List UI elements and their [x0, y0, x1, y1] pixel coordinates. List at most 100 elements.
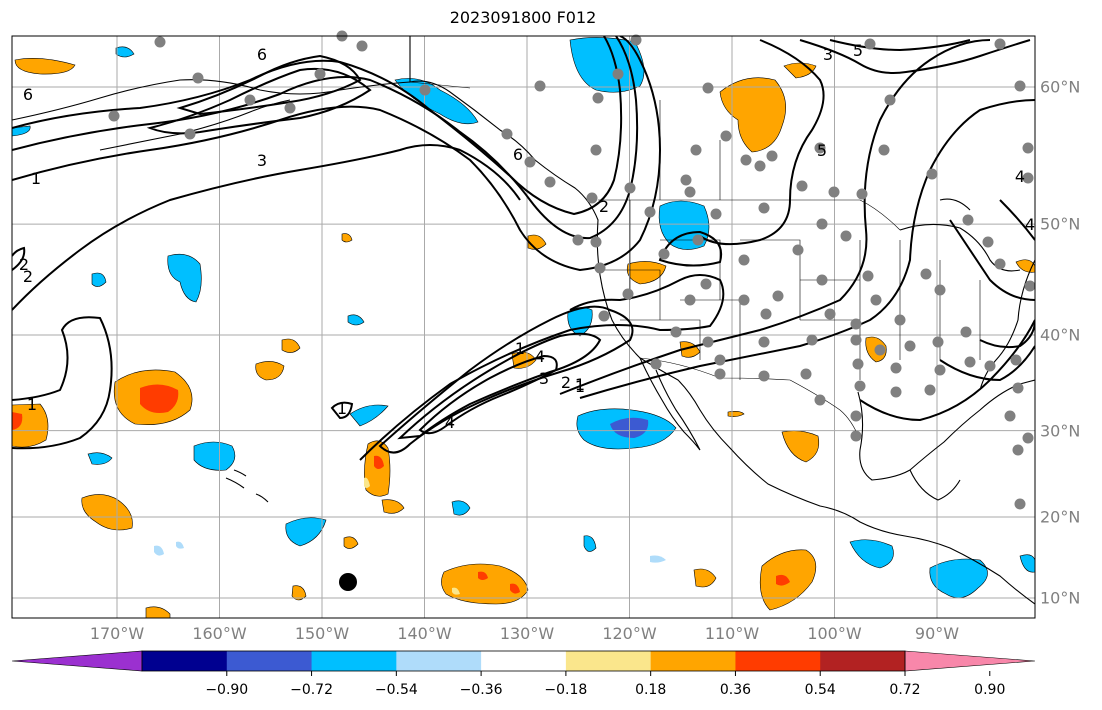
shade-positive [81, 494, 133, 531]
station-dot [590, 144, 602, 156]
station-dot [816, 218, 828, 230]
shade-negative [451, 500, 471, 516]
colorbar-swatch [820, 651, 906, 671]
colorbar-swatch [311, 651, 397, 671]
station-dot [850, 430, 862, 442]
station-dot [284, 102, 296, 114]
contour-line [579, 99, 1035, 399]
contour-line [939, 345, 1035, 382]
station-dot [534, 80, 546, 92]
contour-line [799, 39, 1031, 74]
station-dot [684, 294, 696, 306]
contour-line [999, 199, 1035, 241]
station-dot [700, 278, 712, 290]
station-dot [356, 40, 368, 52]
station-dot [854, 380, 866, 392]
station-dot [758, 202, 770, 214]
shade-positive-strong [510, 583, 520, 594]
contour-line [330, 401, 354, 420]
shaded-anomalies [12, 37, 1035, 618]
station-dot [1014, 80, 1026, 92]
shade-negative [849, 539, 894, 569]
coastline-yucatan [909, 469, 961, 501]
colorbar-swatch [396, 651, 482, 671]
station-dot [714, 368, 726, 380]
contour-label: 4 [1025, 215, 1035, 234]
lon-label: 140°W [397, 624, 452, 643]
colorbar-swatch [735, 651, 821, 671]
colorbar-swatch [650, 651, 736, 671]
station-dot [772, 290, 784, 302]
lon-label: 110°W [704, 624, 760, 643]
shade-negative [1019, 554, 1035, 573]
station-dot [840, 230, 852, 242]
shade-negative [569, 37, 645, 93]
station-dot [314, 68, 326, 80]
coastline-gulf [857, 379, 1035, 481]
station-dot [904, 340, 916, 352]
contour-label: 1 [31, 169, 41, 188]
contour-line [859, 319, 1035, 422]
station-dot [994, 38, 1006, 50]
colorbar-extend-max [904, 650, 1036, 672]
lat-label: 50°N [1040, 214, 1081, 234]
contour-line [12, 36, 639, 240]
station-dot [692, 234, 704, 246]
station-dot [690, 144, 702, 156]
border-us-canada [598, 199, 901, 231]
contour-line [12, 246, 26, 271]
colorbar-tick-label: 0.54 [804, 682, 836, 698]
contour-label: 4 [445, 413, 455, 432]
contour-line [658, 230, 722, 267]
station-dot [874, 344, 886, 356]
station-dot [680, 174, 692, 186]
contour-label: 5 [817, 141, 827, 160]
contour-label: 3 [539, 369, 549, 388]
lat-label: 10°N [1040, 588, 1081, 608]
station-dot [624, 182, 636, 194]
station-dot [828, 186, 840, 198]
contour-line [949, 219, 1035, 301]
station-dot [932, 336, 944, 348]
lon-label: 130°W [499, 624, 555, 643]
station-dot [184, 128, 196, 140]
station-dot [108, 110, 120, 122]
shade-negative [349, 404, 389, 427]
shade-positive [343, 536, 359, 549]
station-dot [806, 334, 818, 346]
shade-positive-weak [452, 587, 460, 595]
station-dot [419, 84, 431, 96]
map-title: 2023091800 F012 [449, 8, 597, 27]
station-dot [924, 384, 936, 396]
station-dot [738, 254, 750, 266]
contour-label: 6 [513, 145, 523, 164]
colorbar-tick-label: 0.90 [974, 682, 1006, 698]
colorbar-tick-label: −0.36 [459, 682, 503, 698]
station-dot [592, 92, 604, 104]
station-dot [852, 358, 864, 370]
colorbar-frame [141, 650, 906, 672]
contour-line [397, 332, 602, 440]
contour-line [979, 319, 1035, 349]
shade-positive [145, 606, 171, 618]
shade-negative [115, 46, 135, 58]
colorbar-swatch [142, 651, 228, 671]
station-dot [862, 270, 874, 282]
station-dot [192, 72, 204, 84]
contour-label: 3 [823, 45, 833, 64]
station-dot [760, 308, 772, 320]
coastline-hawaii [225, 469, 269, 503]
contour-label: 1 [575, 375, 585, 394]
shade-positive [14, 58, 76, 75]
station-dot [754, 160, 766, 172]
station-dot [982, 236, 994, 248]
plot-frame [11, 35, 1036, 619]
shade-positive-strong [478, 571, 488, 580]
lat-label: 40°N [1040, 325, 1081, 345]
shade-positive [441, 563, 529, 605]
station-dot [658, 248, 670, 260]
station-dot [590, 236, 602, 248]
station-dot [766, 150, 778, 162]
